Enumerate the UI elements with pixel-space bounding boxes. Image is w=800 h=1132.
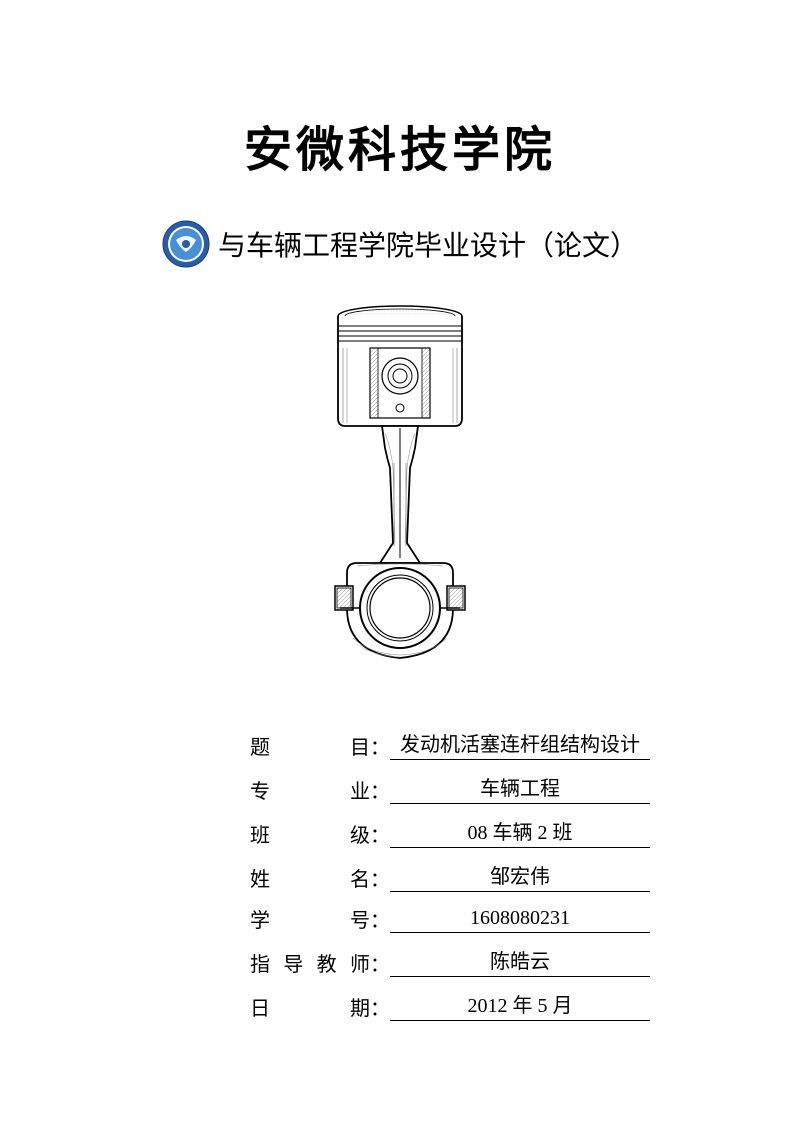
info-row-class: 班 级 ： 08 车辆 2 班	[250, 816, 740, 848]
university-logo	[162, 220, 210, 268]
value-major: 车辆工程	[390, 772, 650, 804]
value-advisor: 陈皓云	[390, 945, 650, 977]
label-name: 姓 名	[250, 863, 370, 892]
value-class: 08 车辆 2 班	[390, 816, 650, 848]
big-end	[335, 563, 465, 658]
label-date: 日 期	[250, 992, 370, 1021]
info-row-date: 日 期 ： 2012 年 5 月	[250, 989, 740, 1021]
label-id: 学 号	[250, 904, 370, 933]
value-title: 发动机活塞连杆组结构设计	[390, 728, 650, 760]
piston-head	[338, 306, 462, 426]
label-major: 专 业	[250, 775, 370, 804]
connecting-rod	[380, 426, 420, 563]
info-row-advisor: 指导教师 ： 陈皓云	[250, 945, 740, 977]
info-row-id: 学 号 ： 1608080231	[250, 904, 740, 933]
info-row-major: 专 业 ： 车辆工程	[250, 772, 740, 804]
info-section: 题 目 ： 发动机活塞连杆组结构设计 专 业 ： 车辆工程 班 级 ： 08 车…	[250, 728, 740, 1021]
value-date: 2012 年 5 月	[390, 989, 650, 1021]
value-id: 1608080231	[390, 907, 650, 933]
info-row-title: 题 目 ： 发动机活塞连杆组结构设计	[250, 728, 740, 760]
university-name: 安微科技学院	[60, 110, 740, 180]
info-row-name: 姓 名 ： 邹宏伟	[250, 860, 740, 892]
label-class: 班 级	[250, 819, 370, 848]
label-title: 题 目	[250, 731, 370, 760]
value-name: 邹宏伟	[390, 860, 650, 892]
label-advisor: 指导教师	[250, 948, 370, 977]
piston-illustration	[60, 298, 740, 678]
department-title: 与车辆工程学院毕业设计（论文）	[60, 220, 740, 268]
document-page: 安微科技学院 与车辆工程学院毕业设计（论文）	[0, 0, 800, 1132]
department-text: 与车辆工程学院毕业设计（论文）	[218, 224, 638, 264]
